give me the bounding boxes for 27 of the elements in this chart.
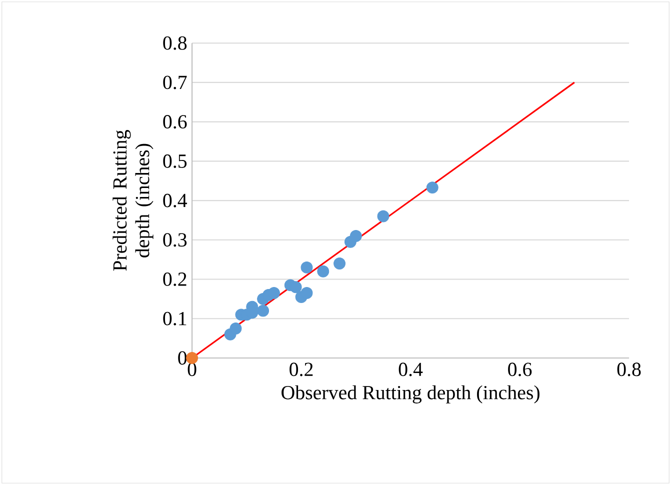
point [317,265,330,278]
point [268,287,280,300]
x-tick-label: 0.8 [617,362,641,376]
y-tick-label: 0.3 [163,233,187,247]
x-axis-title: Observed Rutting depth (inches) [282,385,540,404]
x-tick-label: 0.4 [398,362,423,376]
point [300,261,313,274]
y-tick-label: 0.6 [163,115,187,129]
point [334,258,346,270]
y-tick-label: 0.5 [163,154,187,168]
point [290,281,302,294]
y-axis-title: Predicted Rutting depth (inches) [112,130,154,271]
point [350,230,362,242]
y-tick-label: 0.7 [163,76,187,90]
point [300,287,313,300]
y-tick-label: 0.8 [163,36,187,50]
point [426,182,438,194]
point [377,210,390,222]
point [186,352,198,364]
y-tick-label: 0 [178,351,187,365]
y-tick-label: 0.2 [163,272,186,286]
x-tick-label: 0.6 [508,362,532,376]
x-tick-label: 0.2 [290,362,313,376]
y-tick-label: 0.4 [163,194,188,208]
point [257,304,270,317]
y-tick-label: 0.1 [163,312,186,326]
point [230,322,242,334]
